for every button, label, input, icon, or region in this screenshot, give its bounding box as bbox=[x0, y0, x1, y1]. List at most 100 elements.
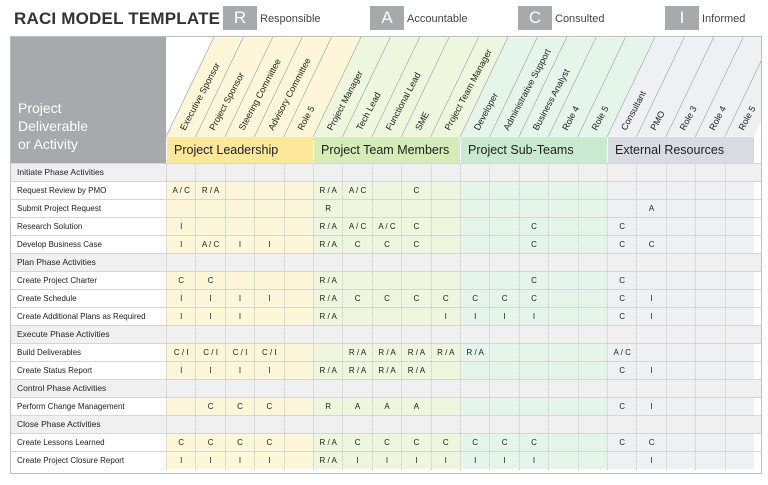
raci-cell bbox=[254, 182, 284, 199]
raci-cell bbox=[371, 182, 402, 199]
raci-cell: C bbox=[401, 182, 431, 199]
raci-cell: R bbox=[313, 398, 343, 415]
raci-cell bbox=[224, 326, 254, 343]
raci-cell bbox=[724, 434, 754, 451]
raci-cell bbox=[166, 416, 195, 433]
raci-cell: I bbox=[460, 308, 490, 325]
raci-cell bbox=[371, 380, 401, 397]
raci-cell: R / A bbox=[313, 290, 343, 307]
raci-cell bbox=[695, 416, 724, 433]
role-header-divider bbox=[253, 37, 303, 137]
raci-cell: C bbox=[401, 290, 431, 307]
role-header-divider bbox=[724, 60, 761, 137]
raci-cell bbox=[665, 344, 696, 361]
raci-cell bbox=[195, 254, 224, 271]
raci-cell bbox=[371, 254, 401, 271]
raci-cell: C bbox=[195, 272, 225, 289]
raci-cell bbox=[489, 344, 519, 361]
raci-cell bbox=[665, 272, 696, 289]
raci-cell: C bbox=[254, 398, 284, 415]
table-row: Submit Project Request R A bbox=[11, 199, 761, 217]
raci-cell bbox=[283, 254, 313, 271]
raci-cell bbox=[695, 362, 725, 379]
raci-cell: C bbox=[195, 398, 225, 415]
raci-cell bbox=[489, 200, 519, 217]
raci-cell bbox=[665, 236, 696, 253]
raci-cell bbox=[224, 164, 254, 181]
raci-cell: I bbox=[489, 308, 519, 325]
raci-cell bbox=[724, 182, 754, 199]
raci-cell bbox=[166, 164, 195, 181]
raci-cell bbox=[548, 164, 577, 181]
raci-cell: I bbox=[460, 452, 490, 469]
raci-cell bbox=[695, 344, 725, 361]
raci-cell: R / A bbox=[313, 434, 343, 451]
raci-cell bbox=[283, 236, 313, 253]
activity-label: Create Schedule bbox=[17, 294, 77, 303]
raci-cell bbox=[636, 182, 666, 199]
raci-cell bbox=[518, 398, 549, 415]
raci-cell bbox=[518, 362, 549, 379]
row-header-line-2: Deliverable bbox=[18, 118, 89, 134]
raci-cell bbox=[283, 416, 313, 433]
raci-cell: C bbox=[224, 434, 255, 451]
raci-cell: R / A bbox=[313, 272, 343, 289]
group-header: Project Team Members bbox=[313, 137, 460, 163]
section-label: Control Phase Activities bbox=[17, 383, 107, 393]
raci-cell bbox=[460, 236, 490, 253]
raci-cell: C bbox=[401, 434, 431, 451]
raci-cell bbox=[665, 182, 696, 199]
raci-cell: R / A bbox=[195, 182, 225, 199]
raci-cell bbox=[577, 434, 607, 451]
raci-cell bbox=[548, 218, 578, 235]
raci-cell bbox=[489, 218, 519, 235]
section-row: Execute Phase Activities bbox=[11, 325, 761, 343]
role-header-divider bbox=[342, 37, 391, 137]
raci-cell bbox=[430, 164, 460, 181]
raci-cell: I bbox=[224, 452, 255, 469]
raci-cell bbox=[401, 326, 430, 343]
raci-cell: C bbox=[607, 272, 637, 289]
raci-cell bbox=[724, 452, 754, 469]
raci-cell: C / I bbox=[166, 344, 196, 361]
raci-cell bbox=[460, 164, 489, 181]
row-header: Project Deliverable or Activity bbox=[11, 37, 166, 163]
raci-cell: R / A bbox=[371, 362, 402, 379]
raci-cell bbox=[224, 416, 254, 433]
raci-cell: A / C bbox=[342, 218, 372, 235]
role-header-divider bbox=[547, 37, 597, 137]
raci-cell bbox=[548, 434, 578, 451]
role-header-divider bbox=[636, 37, 685, 137]
raci-cell bbox=[636, 272, 666, 289]
raci-cell bbox=[460, 416, 489, 433]
raci-cell bbox=[430, 236, 460, 253]
raci-cell bbox=[548, 452, 578, 469]
raci-cell bbox=[636, 254, 665, 271]
raci-cell bbox=[577, 308, 607, 325]
raci-cell bbox=[665, 362, 696, 379]
raci-cell bbox=[166, 200, 196, 217]
activity-label: Create Status Report bbox=[17, 366, 93, 375]
raci-cell bbox=[636, 416, 665, 433]
raci-cell bbox=[224, 200, 255, 217]
row-header-line-1: Project bbox=[18, 100, 62, 116]
raci-cell bbox=[724, 164, 754, 181]
activity-label: Create Lessons Learned bbox=[17, 438, 105, 447]
raci-cell bbox=[401, 272, 431, 289]
role-header-divider bbox=[166, 37, 215, 137]
raci-cell bbox=[577, 254, 607, 271]
raci-cell: C bbox=[166, 434, 196, 451]
role-header-divider bbox=[489, 37, 538, 137]
raci-cell: C / I bbox=[224, 344, 255, 361]
raci-cell bbox=[665, 452, 696, 469]
raci-cell bbox=[665, 218, 696, 235]
raci-cell: I bbox=[166, 308, 196, 325]
raci-cell bbox=[548, 272, 578, 289]
raci-cell bbox=[342, 200, 372, 217]
raci-cell: I bbox=[342, 452, 372, 469]
raci-cell bbox=[548, 326, 577, 343]
raci-cell bbox=[724, 326, 754, 343]
raci-cell: C bbox=[607, 398, 637, 415]
